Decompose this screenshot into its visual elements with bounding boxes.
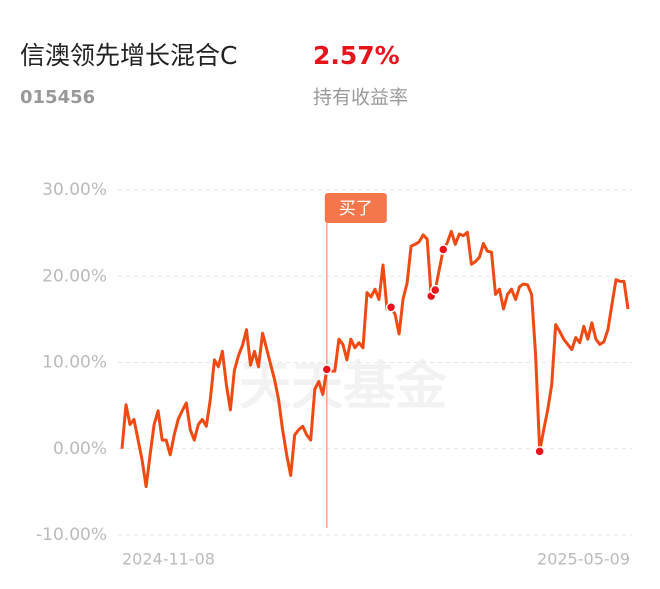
x-tick-label: 2025-05-09 (537, 550, 630, 569)
trade-point (385, 302, 397, 313)
buy-marker-label: 买了 (339, 199, 373, 219)
y-tick-label: 0.00% (53, 439, 107, 459)
trade-point (321, 364, 333, 375)
trade-point (534, 446, 545, 457)
line (120, 229, 630, 489)
return-value: 2.57% (313, 41, 400, 70)
watermark: 天天基金 (239, 357, 448, 417)
return-label: 持有收益率 (313, 87, 408, 109)
y-tick-label: 10.00% (42, 353, 107, 373)
trade-point (429, 284, 441, 296)
buy-marker-box (324, 193, 387, 223)
fund-title: 信澳领先增长混合C (20, 41, 237, 70)
y-tick-label: 30.00% (42, 180, 107, 200)
fund-code: 015456 (20, 87, 95, 108)
x-tick-label: 2024-11-08 (122, 550, 215, 569)
y-tick-label: 20.00% (42, 266, 107, 286)
trade-point (438, 244, 449, 255)
y-tick-label: -10.00% (36, 525, 107, 545)
